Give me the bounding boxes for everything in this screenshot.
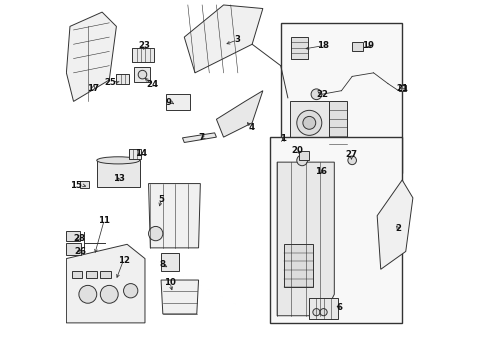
Polygon shape: [148, 184, 200, 248]
Bar: [161, 253, 179, 271]
Text: 23: 23: [138, 41, 150, 50]
Polygon shape: [217, 91, 263, 137]
Text: 8: 8: [160, 260, 166, 269]
Text: 16: 16: [315, 167, 327, 176]
Bar: [117, 73, 129, 84]
Bar: [100, 271, 111, 278]
Text: 24: 24: [147, 81, 159, 90]
Text: 15: 15: [70, 180, 82, 189]
Circle shape: [100, 285, 118, 303]
Text: 20: 20: [291, 146, 303, 155]
Bar: [97, 160, 140, 187]
Bar: [132, 48, 154, 62]
Circle shape: [138, 70, 147, 79]
Text: 18: 18: [317, 41, 329, 50]
Bar: [270, 137, 402, 323]
Bar: [167, 94, 190, 111]
Text: 13: 13: [113, 175, 124, 184]
Text: 4: 4: [248, 123, 254, 132]
Text: 27: 27: [345, 150, 358, 159]
Text: 14: 14: [135, 149, 147, 158]
Polygon shape: [161, 280, 198, 314]
Bar: [66, 243, 81, 255]
Bar: [86, 271, 97, 278]
Text: 11: 11: [98, 216, 110, 225]
Bar: [292, 37, 308, 59]
Circle shape: [348, 156, 356, 165]
Bar: [329, 102, 347, 144]
Text: 19: 19: [362, 41, 373, 50]
Bar: [80, 181, 89, 188]
Circle shape: [123, 284, 138, 298]
Text: 25: 25: [104, 78, 117, 87]
Text: 9: 9: [165, 98, 171, 107]
Circle shape: [303, 116, 316, 129]
Text: 22: 22: [316, 90, 328, 99]
Polygon shape: [66, 244, 145, 323]
Text: 17: 17: [87, 84, 99, 93]
Text: 7: 7: [199, 132, 205, 141]
Ellipse shape: [97, 157, 140, 164]
Bar: [134, 67, 150, 82]
Bar: [72, 271, 82, 278]
Text: 21: 21: [396, 84, 408, 93]
Bar: [290, 102, 329, 144]
Circle shape: [311, 89, 322, 100]
Bar: [66, 231, 80, 241]
Circle shape: [297, 155, 308, 166]
Text: 2: 2: [395, 224, 402, 233]
Polygon shape: [66, 12, 117, 102]
Text: 26: 26: [74, 247, 87, 256]
Circle shape: [148, 226, 163, 241]
Polygon shape: [377, 180, 413, 269]
Text: 12: 12: [118, 256, 129, 265]
Text: 5: 5: [158, 195, 164, 204]
Bar: [284, 244, 313, 287]
Circle shape: [320, 309, 327, 316]
Circle shape: [79, 285, 97, 303]
Bar: [352, 42, 363, 51]
Polygon shape: [182, 133, 217, 143]
Bar: [298, 152, 309, 160]
Text: 28: 28: [73, 234, 85, 243]
Polygon shape: [184, 5, 263, 73]
Bar: [129, 149, 142, 158]
Text: 6: 6: [337, 303, 343, 312]
Text: 10: 10: [164, 278, 176, 287]
Polygon shape: [277, 162, 334, 316]
Bar: [281, 23, 402, 173]
Text: 1: 1: [280, 134, 286, 143]
Circle shape: [313, 309, 320, 316]
Bar: [309, 298, 338, 319]
Bar: [398, 85, 406, 91]
Text: 3: 3: [234, 36, 240, 45]
Circle shape: [297, 111, 322, 135]
